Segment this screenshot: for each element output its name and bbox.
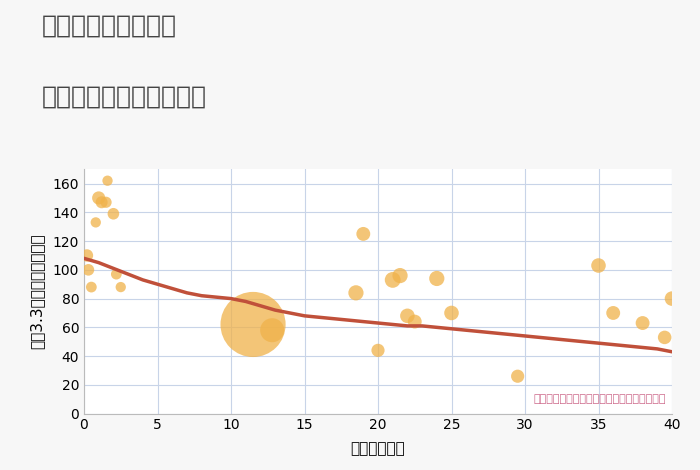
Point [446, 309, 457, 317]
Point [267, 327, 278, 334]
Point [83, 266, 94, 274]
Point [402, 312, 413, 320]
Text: 円の大きさは、取引のあった物件面積を示す: 円の大きさは、取引のあった物件面積を示す [533, 394, 666, 404]
Point [387, 276, 398, 284]
Point [81, 252, 92, 259]
Point [111, 270, 122, 278]
Text: 築年数別中古戸建て価格: 築年数別中古戸建て価格 [42, 85, 207, 109]
Point [101, 198, 112, 206]
Point [608, 309, 619, 317]
Point [372, 346, 384, 354]
Point [637, 319, 648, 327]
Point [666, 295, 678, 302]
Point [659, 334, 671, 341]
Point [85, 283, 97, 291]
Point [512, 372, 524, 380]
Point [115, 283, 126, 291]
Text: 奈良県奈良市横井の: 奈良県奈良市横井の [42, 14, 177, 38]
Point [248, 321, 259, 328]
Point [102, 177, 113, 184]
Point [90, 219, 101, 226]
Point [96, 198, 107, 206]
Point [593, 262, 604, 269]
Point [358, 230, 369, 238]
Point [93, 194, 104, 202]
Point [351, 289, 362, 297]
Point [409, 318, 420, 325]
Y-axis label: 坪（3.3㎡）単価（万円）: 坪（3.3㎡）単価（万円） [29, 234, 44, 349]
X-axis label: 築年数（年）: 築年数（年） [351, 441, 405, 456]
Point [431, 274, 442, 282]
Point [395, 272, 406, 279]
Point [108, 210, 119, 218]
